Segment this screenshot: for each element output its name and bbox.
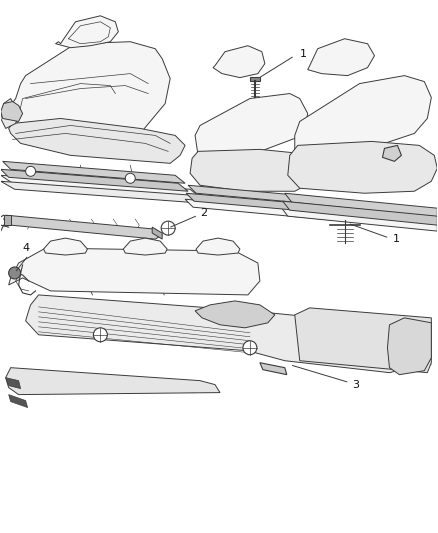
Polygon shape [190, 149, 318, 191]
Polygon shape [382, 146, 401, 161]
Polygon shape [43, 238, 88, 255]
Polygon shape [195, 94, 308, 165]
Polygon shape [295, 76, 431, 161]
Polygon shape [124, 238, 167, 255]
Polygon shape [186, 193, 330, 213]
Circle shape [93, 328, 107, 342]
Polygon shape [285, 193, 437, 217]
Polygon shape [308, 39, 374, 76]
Polygon shape [185, 199, 332, 220]
Polygon shape [250, 77, 260, 80]
Polygon shape [260, 362, 287, 375]
Polygon shape [1, 99, 19, 128]
Polygon shape [213, 46, 265, 78]
Polygon shape [195, 301, 275, 328]
Circle shape [25, 166, 35, 176]
Polygon shape [3, 161, 185, 183]
Polygon shape [388, 318, 431, 375]
Circle shape [243, 341, 257, 355]
Polygon shape [9, 118, 185, 163]
Polygon shape [4, 215, 11, 225]
Text: 2: 2 [200, 208, 207, 218]
Polygon shape [1, 169, 188, 191]
Polygon shape [288, 141, 437, 193]
Polygon shape [152, 227, 162, 239]
Text: 1: 1 [300, 49, 307, 59]
Polygon shape [1, 175, 200, 197]
Polygon shape [6, 368, 220, 394]
Polygon shape [11, 42, 170, 146]
Text: 4: 4 [23, 243, 30, 253]
Polygon shape [4, 215, 162, 239]
Polygon shape [9, 394, 28, 408]
Polygon shape [1, 101, 23, 122]
Polygon shape [1, 181, 202, 203]
Polygon shape [196, 238, 240, 255]
Polygon shape [25, 295, 431, 373]
Polygon shape [6, 378, 21, 389]
Text: 3: 3 [353, 379, 360, 390]
Polygon shape [282, 208, 437, 231]
Circle shape [161, 221, 175, 235]
Text: 1: 1 [392, 234, 399, 244]
Polygon shape [283, 201, 437, 225]
Polygon shape [188, 185, 328, 205]
Circle shape [125, 173, 135, 183]
Circle shape [9, 267, 21, 279]
Polygon shape [9, 248, 260, 295]
Polygon shape [56, 16, 118, 47]
Polygon shape [295, 308, 431, 373]
